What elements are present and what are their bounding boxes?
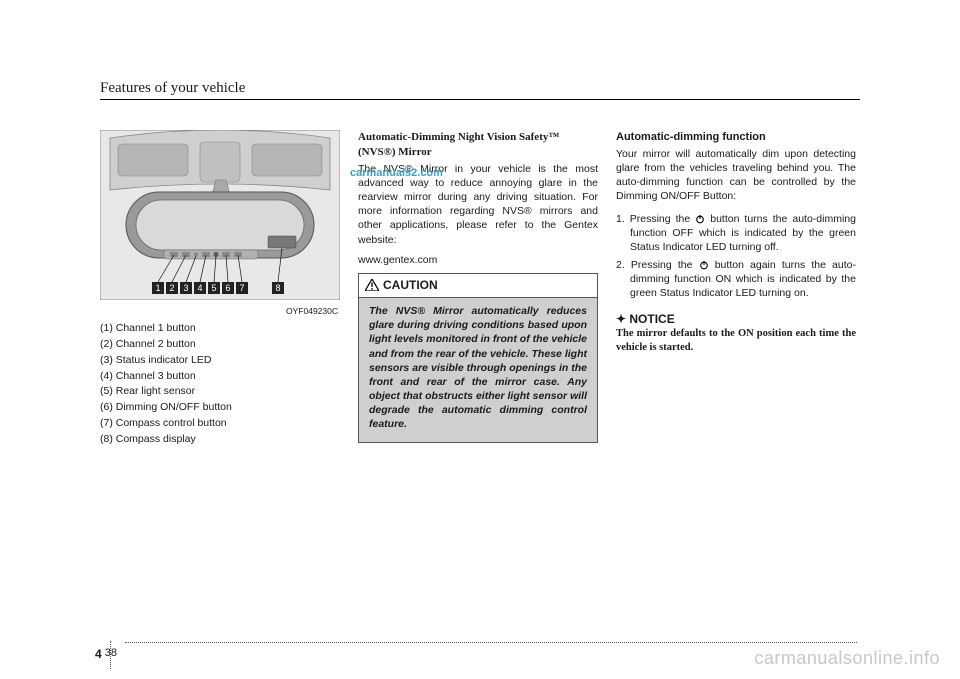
legend-item: (3) Status indicator LED bbox=[100, 353, 340, 369]
power-icon bbox=[695, 214, 705, 224]
section-title-nvs: Automatic-Dimming Night Vision Safety™ (… bbox=[358, 130, 598, 160]
callout-7: 7 bbox=[239, 283, 244, 293]
list-text: 2. Pressing the bbox=[616, 259, 699, 271]
page-content: Features of your vehicle bbox=[100, 80, 860, 447]
caution-body: The NVS® Mirror automatically reduces gl… bbox=[369, 304, 587, 432]
callout-1: 1 bbox=[155, 283, 160, 293]
auto-dim-heading: Automatic-dimming function bbox=[616, 130, 856, 145]
callout-8: 8 bbox=[275, 283, 280, 293]
footer-watermark: carmanualsonline.info bbox=[754, 648, 940, 669]
legend-item: (1) Channel 1 button bbox=[100, 321, 340, 337]
callout-2: 2 bbox=[169, 283, 174, 293]
watermark-text: carmanuals2.com bbox=[350, 167, 443, 179]
notice-body: The mirror defaults to the ON position e… bbox=[616, 327, 856, 355]
callout-6: 6 bbox=[225, 283, 230, 293]
legend-list: (1) Channel 1 button (2) Channel 2 butto… bbox=[100, 321, 340, 447]
legend-item: (2) Channel 2 button bbox=[100, 337, 340, 353]
page-num: 38 bbox=[105, 647, 117, 659]
legend-item: (7) Compass control button bbox=[100, 416, 340, 432]
caution-title: CAUTION bbox=[359, 274, 597, 298]
legend-item: (8) Compass display bbox=[100, 432, 340, 448]
gentex-url: www.gentex.com bbox=[358, 253, 598, 267]
power-icon bbox=[699, 260, 709, 270]
auto-dim-paragraph: Your mirror will automatically dim upon … bbox=[616, 147, 856, 204]
section-number: 4 bbox=[95, 647, 102, 661]
caution-label: CAUTION bbox=[383, 277, 438, 293]
columns-container: 1 2 3 4 5 6 7 8 OYF049230C (1) Channel 1… bbox=[100, 130, 860, 447]
legend-item: (5) Rear light sensor bbox=[100, 384, 340, 400]
figure-code: OYF049230C bbox=[100, 306, 340, 317]
mirror-figure: 1 2 3 4 5 6 7 8 bbox=[100, 130, 340, 300]
column-3: Automatic-dimming function Your mirror w… bbox=[616, 130, 856, 447]
list-text: 1. Pressing the bbox=[616, 213, 695, 225]
list-item: 1. Pressing the button turns the auto-di… bbox=[616, 212, 856, 255]
column-1: 1 2 3 4 5 6 7 8 OYF049230C (1) Channel 1… bbox=[100, 130, 340, 447]
legend-item: (6) Dimming ON/OFF button bbox=[100, 400, 340, 416]
warning-icon bbox=[365, 279, 379, 291]
numbered-list: 1. Pressing the button turns the auto-di… bbox=[616, 212, 856, 301]
legend-item: (4) Channel 3 button bbox=[100, 369, 340, 385]
caution-box: CAUTION The NVS® Mirror automatically re… bbox=[358, 273, 598, 443]
dotted-separator bbox=[125, 642, 857, 643]
list-item: 2. Pressing the button again turns the a… bbox=[616, 258, 856, 301]
page-number: 4 38 bbox=[95, 647, 117, 661]
callout-5: 5 bbox=[211, 283, 216, 293]
notice-title: ✦ NOTICE bbox=[616, 311, 856, 327]
callout-4: 4 bbox=[197, 283, 202, 293]
page-title: Features of your vehicle bbox=[100, 80, 860, 100]
callout-3: 3 bbox=[183, 283, 188, 293]
